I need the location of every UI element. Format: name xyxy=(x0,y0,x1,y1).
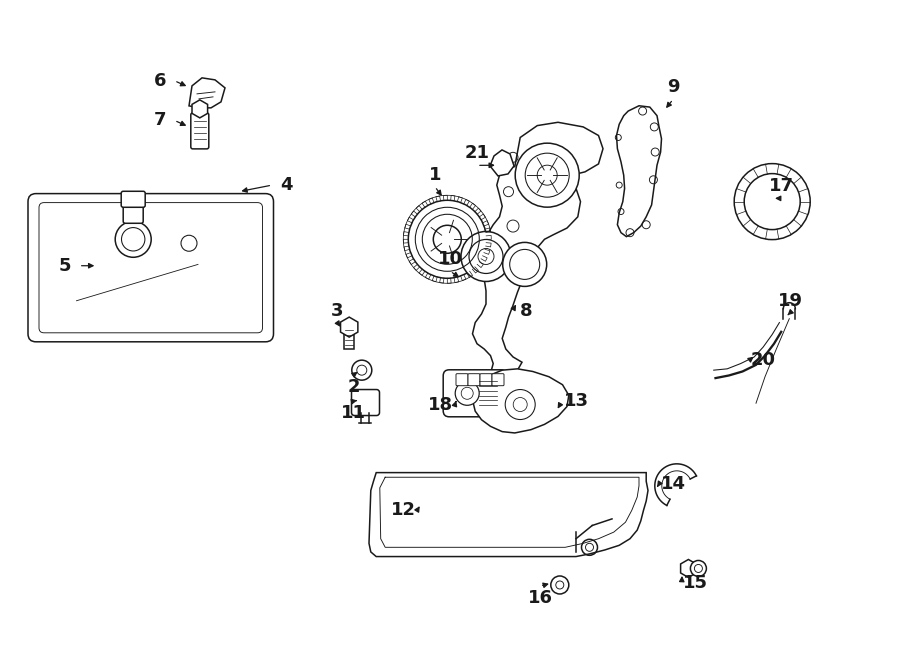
Text: 2: 2 xyxy=(347,377,360,396)
Circle shape xyxy=(690,561,707,576)
Text: 1: 1 xyxy=(428,165,441,184)
Circle shape xyxy=(455,381,479,405)
Text: 21: 21 xyxy=(464,144,490,163)
Circle shape xyxy=(551,576,569,594)
FancyBboxPatch shape xyxy=(492,373,504,386)
FancyBboxPatch shape xyxy=(191,113,209,149)
Polygon shape xyxy=(369,473,648,557)
Polygon shape xyxy=(192,100,208,118)
FancyBboxPatch shape xyxy=(468,373,480,386)
Polygon shape xyxy=(616,106,662,237)
FancyBboxPatch shape xyxy=(28,194,274,342)
Circle shape xyxy=(356,365,367,375)
Text: 11: 11 xyxy=(341,404,366,422)
Circle shape xyxy=(461,231,511,282)
Text: 9: 9 xyxy=(667,78,680,97)
Circle shape xyxy=(503,243,546,286)
Text: 4: 4 xyxy=(280,176,292,194)
Bar xyxy=(344,327,355,349)
Circle shape xyxy=(352,360,372,380)
Text: 14: 14 xyxy=(661,475,686,493)
FancyBboxPatch shape xyxy=(352,389,380,416)
FancyBboxPatch shape xyxy=(443,369,508,417)
Polygon shape xyxy=(490,150,514,176)
Circle shape xyxy=(433,225,462,253)
Text: 6: 6 xyxy=(154,71,166,90)
Text: 20: 20 xyxy=(751,351,776,369)
Circle shape xyxy=(515,143,580,207)
Polygon shape xyxy=(189,78,225,108)
Text: 16: 16 xyxy=(527,589,553,607)
FancyBboxPatch shape xyxy=(123,202,143,223)
Text: 13: 13 xyxy=(563,392,589,410)
Circle shape xyxy=(734,164,810,239)
Polygon shape xyxy=(340,317,358,337)
Text: 7: 7 xyxy=(154,111,166,130)
Circle shape xyxy=(409,200,486,278)
FancyBboxPatch shape xyxy=(480,373,492,386)
Text: 18: 18 xyxy=(428,395,454,414)
Text: 3: 3 xyxy=(331,301,344,320)
Text: 17: 17 xyxy=(769,177,794,196)
Text: 15: 15 xyxy=(683,574,708,592)
FancyBboxPatch shape xyxy=(122,191,145,208)
Text: 12: 12 xyxy=(391,501,416,520)
Circle shape xyxy=(115,221,151,257)
Circle shape xyxy=(122,227,145,251)
Circle shape xyxy=(181,235,197,251)
FancyBboxPatch shape xyxy=(456,373,468,386)
Polygon shape xyxy=(472,369,569,433)
Text: 5: 5 xyxy=(58,256,71,275)
Polygon shape xyxy=(472,122,603,383)
Text: 10: 10 xyxy=(437,250,463,268)
Polygon shape xyxy=(680,559,697,578)
Text: 19: 19 xyxy=(778,292,803,310)
Text: 8: 8 xyxy=(520,301,533,320)
